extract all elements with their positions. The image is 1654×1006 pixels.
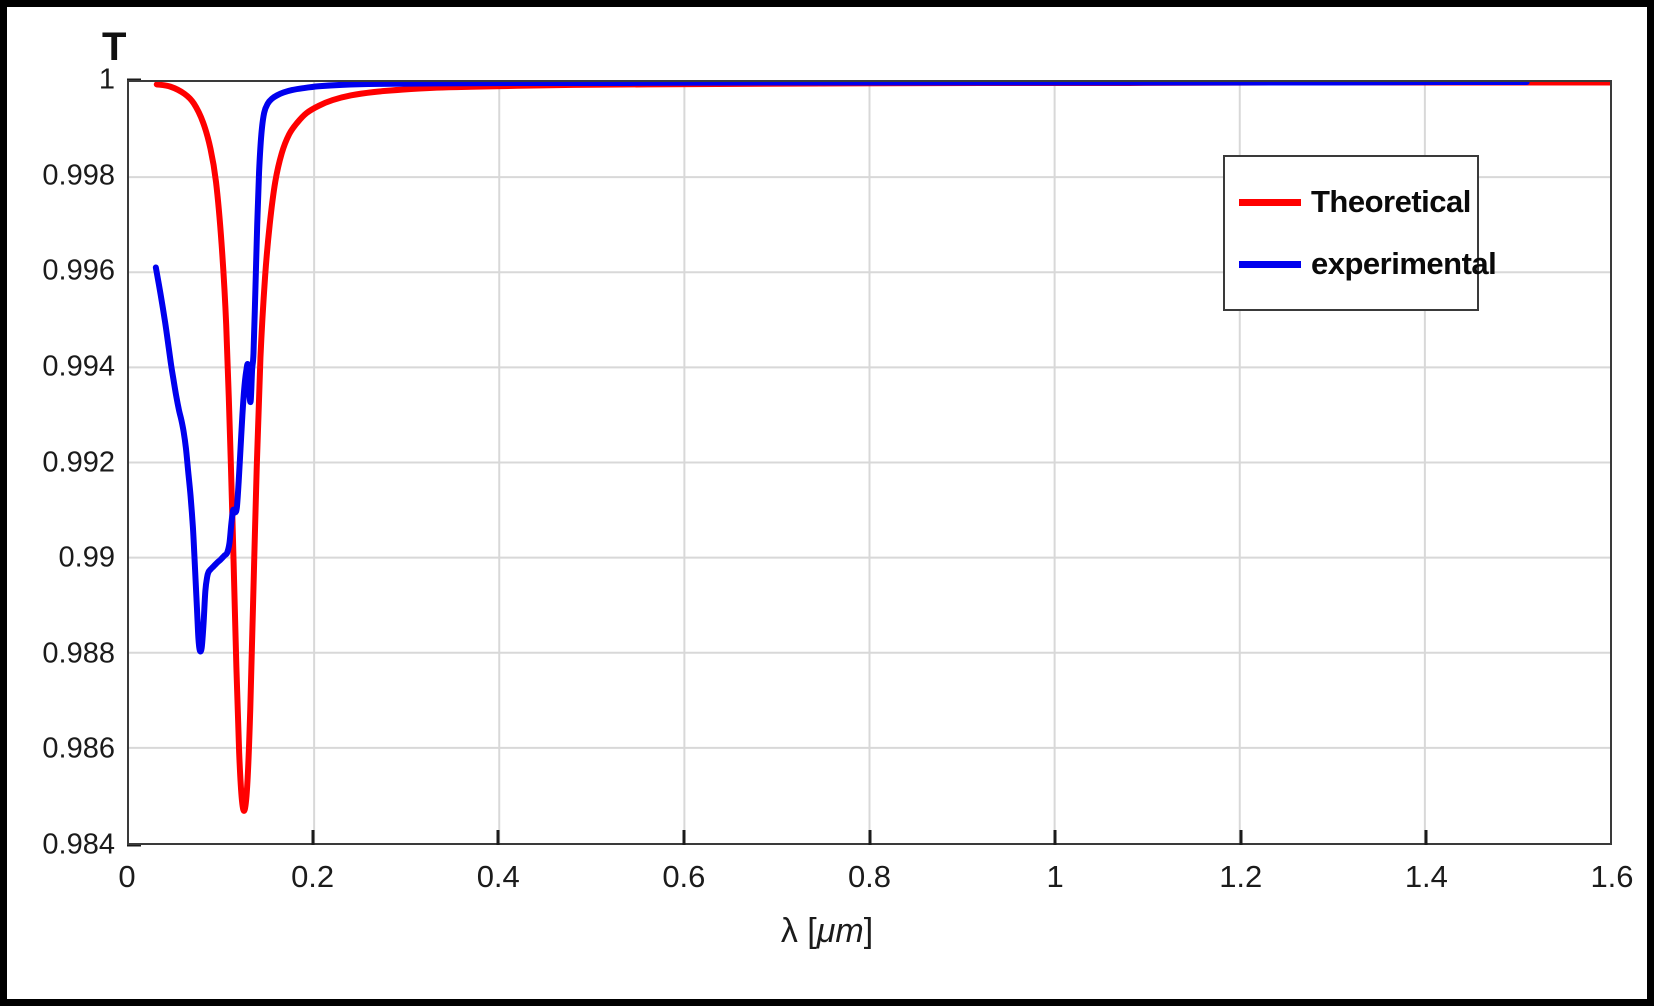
x-tick-label: 0.2 [291, 859, 335, 894]
x-axis-lambda-symbol: λ [780, 912, 798, 950]
x-tick-mark [496, 830, 500, 845]
y-tick-label: 0.99 [58, 541, 115, 574]
x-tick-mark [1239, 830, 1243, 845]
x-tick-label: 0 [118, 859, 136, 894]
legend-swatch-theoretical [1239, 198, 1301, 206]
series-1 [152, 82, 1530, 655]
x-axis-unit: μm [816, 912, 864, 950]
x-tick-label: 0.8 [847, 859, 892, 894]
y-axis-title: T [102, 25, 127, 69]
y-tick-label: 0.986 [42, 732, 115, 765]
x-tick-label: 1 [1046, 859, 1064, 894]
y-tick-label: 0.984 [42, 828, 115, 861]
x-tick-mark [311, 830, 315, 845]
legend-item-experimental[interactable]: experimental [1225, 241, 1497, 287]
x-tick-label: 0.4 [476, 859, 520, 894]
y-tick-mark [127, 843, 141, 847]
x-tick-mark [1424, 830, 1428, 845]
x-tick-label: 1.2 [1219, 859, 1263, 894]
x-axis-bracket-close: ] [863, 912, 874, 950]
x-tick-mark [682, 830, 686, 845]
legend-box: Theoretical experimental [1223, 155, 1497, 311]
x-axis-title: λ [μm] [7, 912, 1647, 951]
x-tick-mark [1053, 830, 1057, 845]
x-tick-label: 0.6 [662, 859, 706, 894]
y-tick-label: 1 [98, 63, 115, 96]
y-tick-label: 0.992 [42, 446, 115, 478]
legend-item-theoretical[interactable]: Theoretical [1225, 179, 1477, 225]
legend-label-experimental: experimental [1311, 246, 1497, 281]
x-tick-mark [868, 830, 871, 845]
y-tick-label: 0.998 [42, 159, 115, 192]
y-tick-label: 0.994 [42, 350, 115, 383]
legend-label-theoretical: Theoretical [1311, 184, 1471, 219]
legend-swatch-experimental [1239, 260, 1301, 268]
y-tick-label: 0.996 [42, 254, 115, 287]
x-axis-bracket-open: [ [807, 912, 817, 950]
data-curves [152, 82, 1610, 814]
x-tick-label: 1.4 [1404, 859, 1448, 894]
y-tick-label: 0.988 [42, 637, 115, 670]
x-tick-label: 1.6 [1590, 859, 1634, 894]
